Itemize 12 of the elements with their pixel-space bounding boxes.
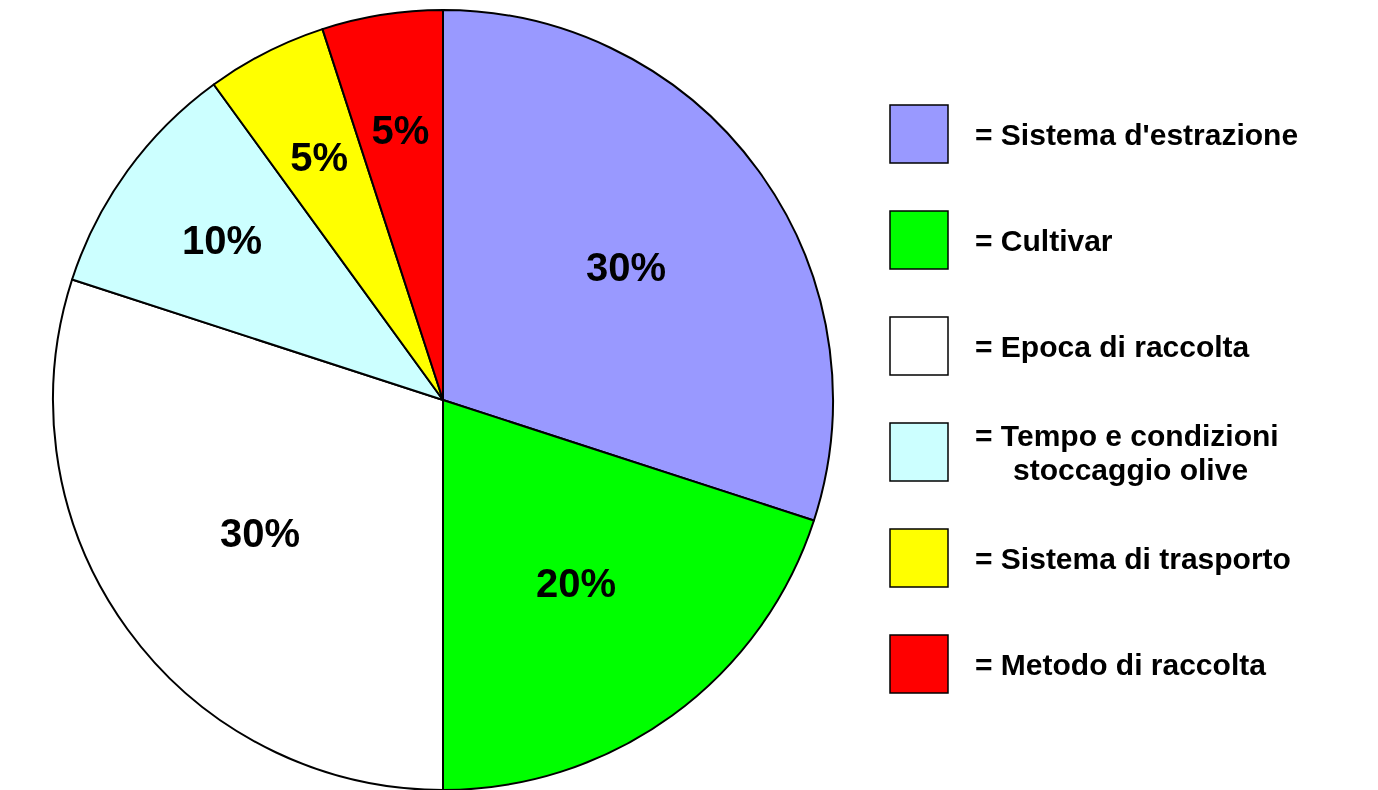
legend-label: = Metodo di raccolta [975,647,1267,681]
legend-label: = Tempo e condizioni stoccaggio olive [975,418,1279,486]
legend-label: = Sistema di trasporto [975,541,1291,575]
data-label: 20% [535,561,616,605]
data-label: 5% [371,108,430,153]
data-label: 10% [182,217,263,262]
legend-label: = Cultivar [975,223,1113,257]
data-label: 30% [219,510,301,555]
legend-label: = Epoca di raccolta [975,329,1250,363]
legend-label: = Sistema d'estrazione [975,117,1299,151]
data-label: 5% [290,134,348,179]
data-label: 30% [585,245,667,290]
